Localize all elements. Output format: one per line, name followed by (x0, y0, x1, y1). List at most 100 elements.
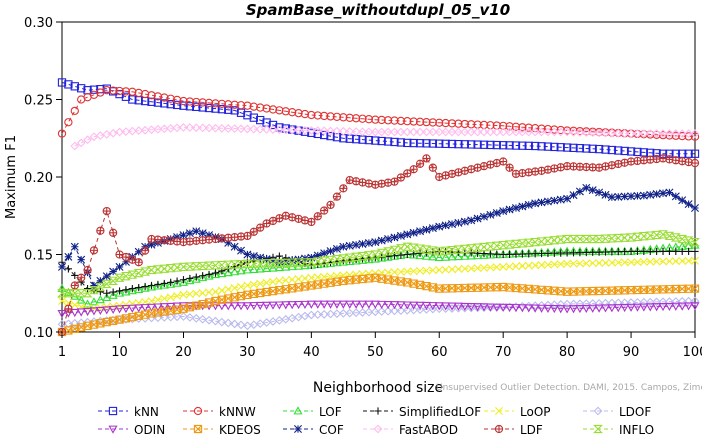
data-point-odin (517, 304, 527, 313)
data-point-knnw (64, 118, 73, 127)
data-point-cof (269, 256, 277, 265)
data-point-odin (479, 303, 489, 312)
data-point-ldof (460, 303, 470, 313)
data-point-odin (383, 300, 393, 310)
data-point-ldf (422, 154, 431, 163)
data-point-loop (448, 265, 457, 274)
data-point-cof (454, 218, 463, 227)
data-point-inflo (216, 260, 227, 270)
data-point-ldof (179, 312, 188, 321)
data-point-fastabod (402, 127, 412, 137)
data-point-knnw (121, 87, 131, 96)
data-point-inflo (600, 234, 611, 243)
data-point-odin (83, 307, 93, 317)
data-point-knnw (198, 98, 207, 107)
data-point-loop (492, 263, 501, 272)
data-point-knn (70, 82, 79, 91)
data-point-cof (627, 192, 636, 201)
data-point-odin (364, 300, 374, 309)
data-point-lof (230, 267, 240, 276)
data-point-knnw (511, 122, 521, 131)
data-point-fastabod (613, 128, 623, 138)
data-point-knnw (684, 132, 693, 141)
data-point-knnw (460, 119, 469, 129)
data-point-ldf (77, 273, 86, 282)
data-point-cof (543, 197, 552, 206)
data-point-knn (275, 123, 284, 132)
data-point-odin (255, 301, 265, 311)
data-point-inflo (472, 243, 483, 252)
data-point-inflo (121, 272, 131, 281)
data-point-cof (115, 262, 124, 271)
data-point-fastabod (665, 129, 674, 138)
data-point-ldf (594, 163, 604, 172)
data-point-loop (595, 259, 604, 268)
data-point-ldof (185, 313, 195, 322)
data-point-knn (249, 113, 258, 122)
data-point-odin (89, 307, 99, 316)
data-point-cof (422, 225, 431, 234)
data-point-knnw (313, 111, 322, 120)
data-point-cof (134, 247, 143, 256)
data-point-odin (236, 302, 246, 311)
data-point-inflo (332, 255, 342, 264)
data-point-fastabod (639, 129, 649, 138)
data-point-fastabod (134, 126, 144, 136)
y-tick-label: 0.25 (24, 94, 53, 109)
data-point-odin (76, 308, 86, 317)
data-point-inflo (89, 286, 99, 295)
data-point-loop (269, 277, 277, 286)
data-point-simplifiedlof (179, 276, 188, 284)
data-point-odin (108, 305, 118, 314)
data-point-inflo (319, 256, 330, 265)
data-point-fastabod (428, 127, 438, 137)
data-point-inflo (434, 247, 445, 256)
data-point-fastabod (556, 127, 566, 137)
data-point-cof (537, 198, 546, 207)
data-point-odin (223, 302, 233, 311)
data-point-knn (575, 144, 585, 153)
data-point-fastabod (543, 127, 553, 137)
legend-marker-knn (108, 406, 118, 416)
data-point-loop (243, 281, 252, 290)
data-point-loop (652, 257, 661, 266)
data-point-cof (396, 231, 405, 240)
data-point-fastabod (620, 129, 630, 138)
data-point-knn (467, 140, 476, 149)
data-point-inflo (389, 245, 400, 254)
data-point-odin (421, 301, 431, 311)
data-point-knnw (339, 113, 348, 122)
data-point-ldof (569, 299, 578, 309)
data-point-ldof (223, 318, 233, 328)
data-point-ldof (658, 297, 668, 307)
data-point-cof (102, 272, 111, 281)
data-point-odin (70, 308, 80, 318)
data-point-fastabod (287, 125, 297, 135)
data-point-odin (210, 302, 220, 311)
data-point-loop (166, 293, 175, 302)
data-point-simplifiedlof (211, 269, 220, 277)
data-point-inflo (76, 289, 87, 298)
data-point-simplifiedlof (608, 248, 616, 256)
data-point-fastabod (684, 129, 693, 138)
data-point-simplifiedlof (614, 248, 622, 256)
data-point-knnw (262, 104, 271, 113)
data-point-inflo (146, 265, 157, 275)
data-point-loop (518, 261, 527, 270)
data-point-cof (192, 227, 201, 236)
data-point-simplifiedlof (173, 277, 181, 285)
data-point-odin (294, 300, 304, 310)
x-tick-label: 40 (303, 345, 320, 360)
data-point-lof (428, 252, 438, 261)
data-point-knnw (256, 103, 265, 112)
data-point-odin (607, 304, 617, 313)
data-point-knnw (243, 101, 252, 110)
data-point-fastabod (185, 123, 195, 132)
data-point-ldf (403, 169, 412, 178)
data-point-knnw (383, 116, 393, 125)
data-point-knn (326, 131, 335, 141)
data-point-inflo (293, 258, 304, 267)
legend-label-knnw: kNNW (219, 405, 256, 419)
data-point-ldof (613, 298, 623, 308)
data-point-cof (416, 227, 425, 236)
